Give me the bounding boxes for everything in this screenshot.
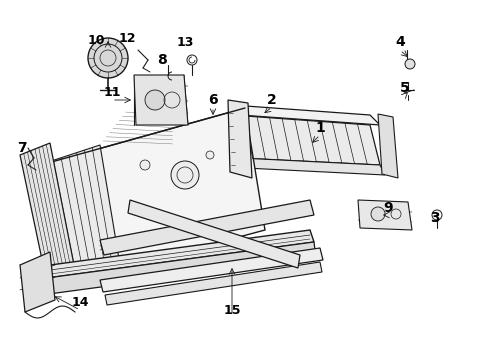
Polygon shape [100, 200, 314, 255]
Polygon shape [378, 114, 398, 178]
Text: 15: 15 [223, 303, 241, 316]
Polygon shape [358, 200, 412, 230]
Text: 12: 12 [118, 31, 136, 45]
Circle shape [140, 160, 150, 170]
Polygon shape [32, 242, 316, 296]
Polygon shape [100, 248, 323, 292]
Polygon shape [28, 230, 314, 280]
Text: 4: 4 [395, 35, 405, 49]
Circle shape [371, 207, 385, 221]
Circle shape [88, 38, 128, 78]
Polygon shape [30, 108, 265, 285]
Text: 10: 10 [87, 33, 105, 46]
Polygon shape [232, 105, 380, 125]
Polygon shape [128, 200, 300, 268]
Text: 6: 6 [208, 93, 218, 107]
Circle shape [405, 59, 415, 69]
Text: 2: 2 [267, 93, 277, 107]
Polygon shape [105, 262, 322, 305]
Text: 9: 9 [383, 201, 393, 215]
Polygon shape [20, 143, 75, 288]
Text: 1: 1 [315, 121, 325, 135]
Circle shape [206, 151, 214, 159]
Polygon shape [20, 252, 55, 312]
Text: 8: 8 [157, 53, 167, 67]
Text: 14: 14 [71, 296, 89, 309]
Text: 7: 7 [17, 141, 27, 155]
Text: 13: 13 [176, 36, 194, 49]
Polygon shape [30, 145, 120, 285]
Polygon shape [228, 100, 252, 178]
Text: 5: 5 [400, 81, 410, 95]
Circle shape [171, 161, 199, 189]
Polygon shape [232, 115, 380, 165]
Polygon shape [134, 75, 188, 125]
Polygon shape [240, 158, 385, 175]
Circle shape [145, 90, 165, 110]
Text: 11: 11 [103, 85, 121, 99]
Text: 3: 3 [430, 211, 440, 225]
